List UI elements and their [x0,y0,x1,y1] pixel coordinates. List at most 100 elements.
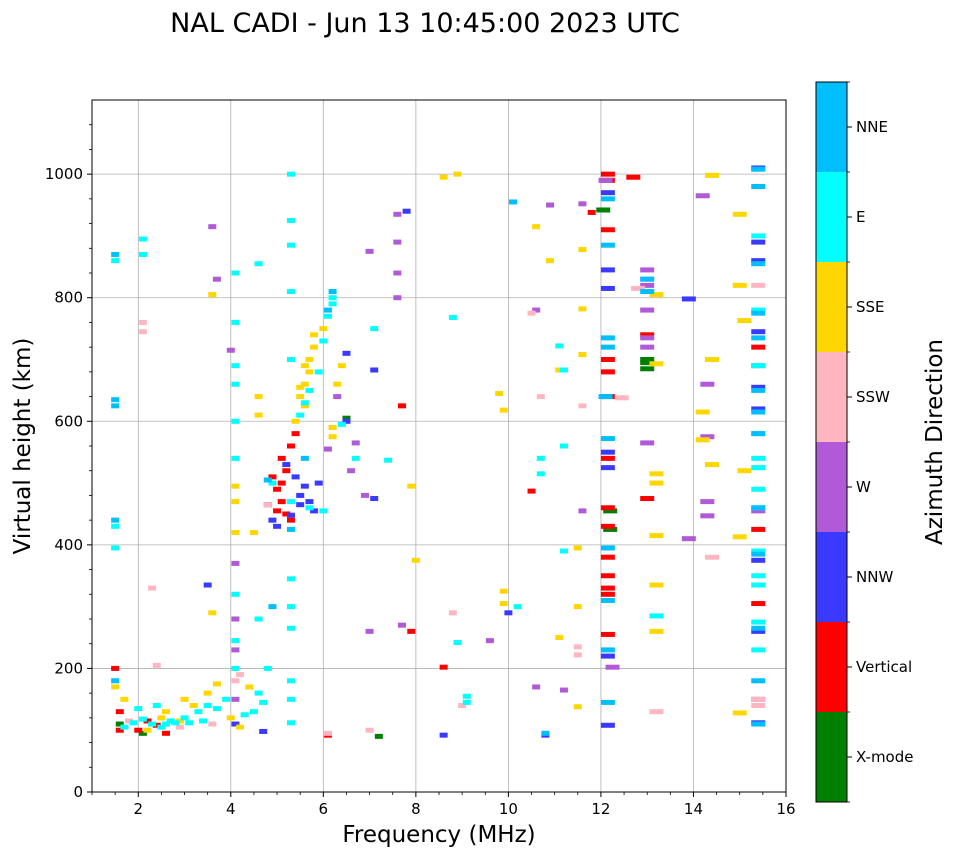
data-point-sse [704,172,719,178]
data-point-w [700,434,715,440]
colorbar-legend: X-mode Vertical NNW W SSW SSE E NNE [815,81,913,803]
data-point-nne [600,242,615,248]
colorbar-frame [815,81,848,803]
data-point-vertical [751,344,766,350]
data-point-nne [751,625,766,631]
data-point-ssw [138,319,147,325]
data-point-x-mode [640,366,655,372]
data-point-e [171,720,180,726]
data-point-sse [407,483,416,489]
data-point-sse [573,704,582,710]
data-point-e [337,421,346,427]
data-point-ssw [263,502,272,508]
data-point-e [111,523,120,529]
data-point-w [393,211,402,217]
data-point-nne [600,436,615,442]
data-point-x-mode [115,721,124,727]
data-point-w [700,499,715,505]
data-point-nnw [600,267,615,273]
data-point-e [162,721,171,727]
data-point-vertical [291,431,300,437]
data-point-ssw [630,285,645,291]
data-point-sse [208,610,217,616]
data-point-e [751,647,766,653]
data-point-nnw [268,517,277,523]
data-point-sse [649,582,664,588]
colorbar-segment-x-mode [816,712,847,802]
data-point-e [138,716,147,722]
data-point-e [559,367,568,373]
data-point-nnw [681,296,696,302]
data-point-sse [305,369,314,375]
data-point-e [286,576,295,582]
data-point-e [286,242,295,248]
data-point-vertical [600,227,615,233]
data-point-nne [751,310,766,316]
data-point-w [393,270,402,276]
data-point-vertical [282,511,291,517]
data-point-e [240,712,249,718]
data-point-nnw [751,628,766,634]
data-point-e [249,709,258,715]
data-point-e [129,720,138,726]
data-point-vertical [143,718,152,724]
data-point-nnw [600,722,615,728]
data-point-sse [291,418,300,424]
data-point-ssw [323,730,332,736]
data-point-sse [732,282,747,288]
data-point-w [640,307,655,313]
data-point-x-mode [138,730,147,736]
data-point-e [286,720,295,726]
y-tick-label: 200 [54,659,83,677]
data-point-sse [212,681,221,687]
colorbar-segment-vertical [816,622,847,712]
data-point-vertical [268,474,277,480]
data-point-e [384,457,393,463]
data-point-sse [495,390,504,396]
data-point-nne [751,721,766,727]
data-point-nne [751,335,766,341]
data-point-sse [555,635,564,641]
data-point-vertical [587,209,596,215]
data-point-e [296,412,305,418]
data-point-nne [509,199,518,205]
data-point-nnw [370,496,379,502]
data-point-sse [226,715,235,721]
colorbar-tick-label: X-mode [856,748,913,766]
data-point-sse [203,690,212,696]
data-point-e [180,715,189,721]
data-point-sse [732,534,747,540]
data-point-nnw [259,728,268,734]
data-point-nne [263,477,272,483]
data-point-vertical [640,496,655,502]
data-point-sse [189,703,198,708]
data-point-ssw [614,395,629,401]
data-point-e [231,270,240,276]
data-point-vertical [273,508,282,514]
data-point-e [751,465,766,471]
data-point-w [640,335,655,341]
data-point-e [231,319,240,325]
data-point-sse [111,684,120,690]
data-point-nnw [296,502,305,508]
data-point-x-mode [640,357,655,362]
data-point-nne [268,604,277,610]
data-point-sse [231,483,240,489]
data-point-w [231,616,240,622]
data-point-ssw [751,703,766,708]
data-point-e [120,724,129,730]
data-point-e [751,363,766,369]
data-point-e [166,718,175,724]
data-point-nne [751,505,766,511]
colorbar-tick-label: SSW [856,388,890,406]
data-point-sse [310,344,319,350]
data-point-w [351,440,360,446]
data-point-nnw [203,582,212,588]
data-point-ssw [148,585,157,591]
data-point-sse [175,718,184,724]
chart-title: NAL CADI - Jun 13 10:45:00 2023 UTC [170,8,680,39]
y-axis-label: Virtual height (km) [10,338,36,555]
data-point-ssw [125,718,134,724]
data-point-nne [640,276,655,282]
